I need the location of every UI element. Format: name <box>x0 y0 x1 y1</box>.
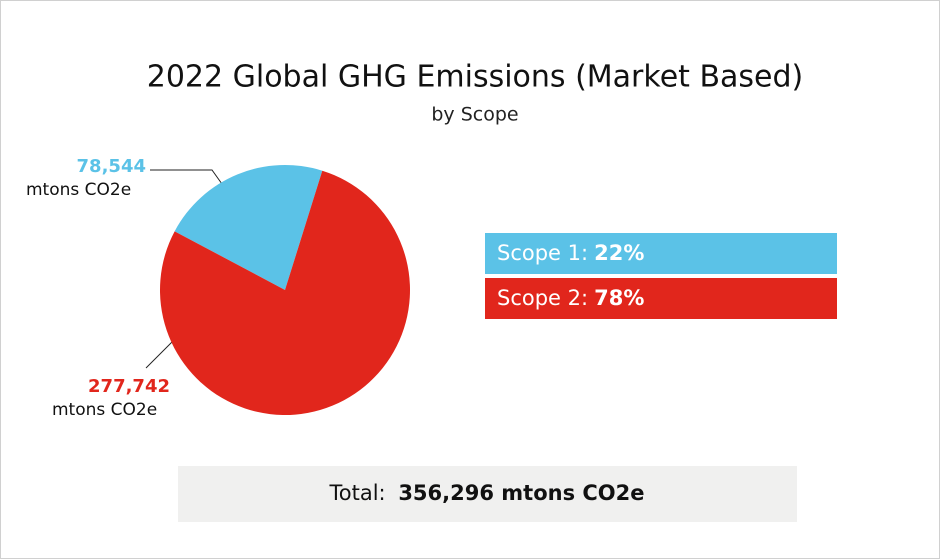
leader-line <box>145 339 175 369</box>
unit-label: mtons CO2e <box>26 180 131 200</box>
value-label: 277,742 <box>88 376 170 397</box>
legend-share: 78% <box>594 286 644 310</box>
pie-slice <box>159 170 410 416</box>
total-text: Total: 356,296 mtons CO2e <box>329 481 645 505</box>
legend-text: Scope 2: 78% <box>497 286 644 310</box>
unit-label: mtons CO2e <box>52 400 157 420</box>
legend-share: 22% <box>594 241 644 265</box>
value-label: 78,544 <box>77 156 146 177</box>
chart-title: 2022 Global GHG Emissions (Market Based) <box>147 60 804 95</box>
legend-text: Scope 1: 22% <box>497 241 644 265</box>
total-value: 356,296 mtons CO2e <box>398 481 644 505</box>
legend-swatch <box>485 233 837 274</box>
legend-label: Scope 2: <box>497 286 588 310</box>
pie-slice <box>174 165 323 290</box>
legend-swatch <box>485 278 837 319</box>
leader-line <box>150 169 223 185</box>
legend-label: Scope 1: <box>497 241 588 265</box>
chart-subtitle: by Scope <box>431 104 518 126</box>
total-box <box>178 466 797 522</box>
total-label: Total: <box>329 481 386 505</box>
